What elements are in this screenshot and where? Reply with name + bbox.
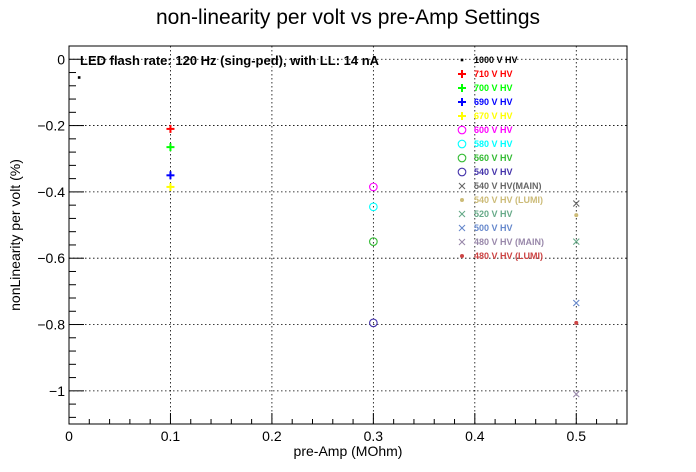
legend-label: 670 V HV: [474, 111, 513, 121]
legend-marker: [458, 224, 466, 232]
data-point: [369, 202, 378, 212]
legend-marker: [457, 153, 467, 163]
axis-ticks: [68, 58, 618, 424]
y-tick-label: −0.4: [37, 184, 65, 200]
x-tick-label: 0.1: [161, 428, 181, 444]
data-point: [369, 237, 378, 246]
legend-label: 580 V HV: [474, 139, 513, 149]
plot-frame: [68, 45, 628, 425]
y-tick-label: −1: [49, 383, 65, 399]
chart-title: non-linearity per volt vs pre-Amp Settin…: [156, 6, 540, 29]
chart-annotation: LED flash rate: 120 Hz (sing-ped), with …: [80, 53, 380, 68]
legend-label: 540 V HV: [474, 167, 513, 177]
legend-marker: [457, 139, 467, 149]
data-point: [574, 213, 579, 218]
legend-label: 520 V HV: [474, 209, 513, 219]
data-point: [166, 143, 175, 152]
legend-marker: [460, 58, 464, 62]
x-tick-label: 0.5: [567, 428, 587, 444]
y-tick-label: −0.6: [37, 250, 65, 266]
y-tick-label: −0.8: [37, 317, 65, 333]
legend-marker: [460, 198, 464, 202]
legend-label: 480 V HV (LUMI): [474, 251, 543, 261]
data-point: [572, 390, 580, 398]
data-point: [572, 238, 580, 246]
grid: [69, 46, 627, 424]
x-axis-label: pre-Amp (MOhm): [294, 443, 403, 459]
legend-label: 480 V HV (MAIN): [474, 237, 544, 247]
data-point: [572, 299, 580, 307]
legend-marker: [457, 167, 467, 177]
legend-marker: [458, 98, 466, 106]
legend-marker: [458, 238, 466, 246]
data-point: [572, 200, 580, 207]
legend-label: 690 V HV: [474, 97, 513, 107]
legend-label: 700 V HV: [474, 83, 513, 93]
tick-labels: 0 0.1 0.2 0.3 0.4 0.5 0 −0.2 −0.4 −0.6 −0.8 −1: [37, 51, 586, 444]
legend-marker: [460, 254, 464, 258]
legend-marker: [458, 182, 466, 190]
x-tick-label: 0.4: [465, 428, 485, 444]
x-tick-label: 0.3: [364, 428, 384, 444]
x-tick-label: 0: [65, 428, 73, 444]
legend-label: 500 V HV: [474, 223, 513, 233]
data-markers: [77, 76, 580, 398]
data-point: [77, 76, 81, 79]
legend-marker: [458, 84, 466, 92]
legend-marker: [458, 210, 466, 218]
legend-label: 540 V HV(MAIN): [474, 181, 542, 191]
data-point: [369, 318, 378, 328]
data-point: [166, 171, 175, 180]
y-tick-label: −0.2: [37, 118, 65, 134]
data-point: [574, 320, 579, 325]
legend-label: 540 V HV (LUMI): [474, 195, 543, 205]
data-point: [166, 124, 175, 133]
legend-marker: [458, 112, 466, 120]
legend-label: 710 V HV: [474, 69, 513, 79]
legend-marker: [457, 125, 467, 135]
legend-marker: [458, 70, 466, 78]
data-point: [369, 182, 378, 192]
legend-label: 560 V HV: [474, 153, 513, 163]
y-axis-label: nonLinearity per volt (%): [7, 159, 23, 311]
legend: 1000 V HV 710 V HV 700 V HV 690 V HV 670 V H…: [457, 55, 544, 261]
legend-label: 1000 V HV: [474, 55, 518, 65]
x-tick-label: 0.2: [262, 428, 282, 444]
data-point: [166, 182, 175, 191]
y-tick-label: 0: [57, 51, 65, 67]
legend-label: 600 V HV: [474, 125, 513, 135]
